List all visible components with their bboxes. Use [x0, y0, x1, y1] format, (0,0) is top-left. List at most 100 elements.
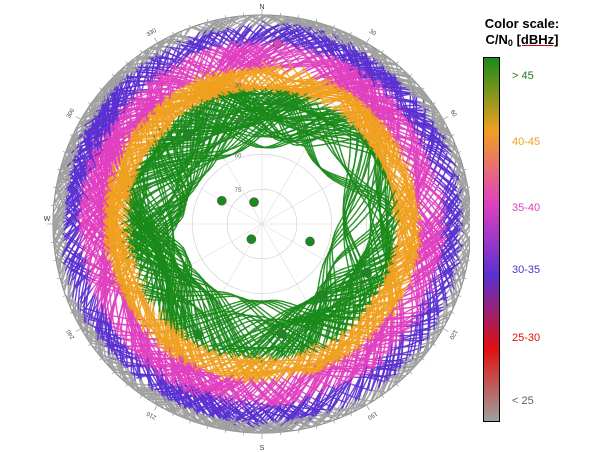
satellite-track-segment — [275, 299, 284, 303]
satellite-track-segment — [185, 314, 190, 322]
satellite-track-segment — [375, 174, 378, 187]
satellite-track-segment — [371, 245, 381, 255]
azimuth-tick — [189, 420, 191, 424]
satellite-track-segment — [321, 275, 324, 287]
satellite-track-segment — [385, 189, 388, 201]
satellite-track-segment — [320, 373, 330, 390]
satellite-track-segment — [233, 305, 243, 311]
satellite-track-segment — [239, 317, 248, 322]
satellite-track-segment — [258, 300, 267, 305]
satellite-track-segment — [318, 285, 323, 292]
satellite-track-segment — [234, 311, 245, 319]
satellite-track-segment — [103, 313, 125, 319]
satellite-track-segment — [328, 374, 343, 378]
satellite-track-segment — [408, 345, 425, 353]
satellite-track-segment — [273, 302, 283, 307]
satellite-track-segment — [322, 266, 325, 277]
satellite-track-segment — [400, 336, 423, 341]
satellite-track-segment — [315, 377, 324, 388]
satellite-track-segment — [247, 315, 255, 320]
satellite-track-segment — [254, 327, 265, 333]
satellite-track-segment — [435, 274, 446, 284]
satellite-track-segment — [325, 343, 340, 347]
satellite-track-segment — [374, 230, 383, 240]
azimuth-tick — [451, 312, 455, 314]
satellite-track-segment — [320, 264, 324, 273]
satellite-track-segment — [249, 335, 262, 343]
azimuth-tick — [125, 383, 128, 387]
satellite-track-segment — [264, 303, 273, 309]
azimuth-tick — [172, 413, 174, 417]
satellite-track-segment — [271, 307, 281, 314]
satellite-track-segment — [256, 327, 265, 336]
satellite-tracks — [52, 14, 470, 434]
satellite-track-segment — [389, 239, 394, 251]
satellite-track-segment — [271, 300, 280, 304]
azimuth-tick — [366, 37, 370, 44]
satellite-track-segment — [432, 167, 442, 185]
satellite-track-segment — [335, 268, 344, 273]
azimuth-tick — [88, 343, 91, 346]
satellite-track-segment — [305, 353, 320, 356]
satellite-track-segment — [442, 159, 452, 178]
satellite-track-segment — [451, 155, 466, 173]
azimuth-tick — [442, 116, 449, 120]
satellite-track-segment — [123, 317, 144, 321]
satellite-track-segment — [240, 313, 247, 319]
satellite-track-segment — [428, 283, 432, 300]
satellite-track-segment — [267, 300, 275, 305]
satellite-track-segment — [282, 300, 292, 305]
satellite-track-segment — [321, 362, 329, 378]
satellite-track-segment — [288, 338, 300, 347]
satellite-track-segment — [252, 299, 260, 303]
satellite-track-segment — [249, 314, 257, 318]
satellite-track-segment — [388, 185, 391, 198]
satellite-track-segment — [232, 319, 241, 325]
satellite-track-segment — [318, 271, 322, 281]
azimuth-tick — [463, 277, 467, 280]
azimuth-tick — [433, 343, 436, 346]
azimuth-tick — [140, 50, 143, 53]
satellite-track-segment — [331, 252, 334, 263]
satellite-track-segment — [297, 373, 307, 382]
satellite-track-segment — [238, 306, 248, 312]
satellite-track-segment — [276, 306, 286, 313]
satellite-track-segment — [242, 313, 250, 317]
azimuth-tick — [451, 134, 455, 136]
satellite-track-segment — [289, 375, 298, 393]
satellite-track-segment — [176, 254, 183, 261]
azimuth-tick — [467, 187, 470, 189]
satellite-track-segment — [180, 254, 184, 263]
satellite-track-segment — [380, 180, 383, 192]
azimuth-tick — [57, 277, 61, 280]
satellite-track-segment — [429, 212, 439, 225]
satellite-track-segment — [192, 336, 206, 344]
azimuth-tick — [350, 31, 352, 35]
satellite-track-segment — [380, 346, 386, 364]
azimuth-tick — [315, 425, 318, 429]
satellite-track-segment — [277, 301, 287, 306]
satellite-track-segment — [397, 341, 402, 360]
satellite-track-segment — [175, 250, 182, 258]
azimuth-tick — [442, 328, 449, 332]
azimuth-tick — [75, 116, 82, 120]
satellite-track-segment — [191, 319, 197, 327]
satellite-track-segment — [344, 393, 354, 409]
satellite-track-segment — [214, 367, 228, 372]
azimuth-tick — [396, 61, 399, 65]
satellite-track-segment — [246, 303, 255, 308]
satellite-track-segment — [188, 320, 193, 329]
satellite-track-segment — [241, 302, 250, 307]
azimuth-tick — [53, 259, 57, 262]
azimuth-tick — [57, 168, 61, 171]
satellite-track-segment — [138, 317, 145, 331]
satellite-track-segment — [339, 270, 349, 274]
satellite-track-segment — [424, 190, 436, 206]
azimuth-tick — [154, 404, 158, 411]
satellite-track-segment — [352, 379, 361, 395]
satellite-track-segment — [423, 183, 434, 199]
satellite-track-segment — [317, 284, 323, 290]
satellite-track-segment — [232, 300, 242, 305]
satellite-track-segment — [306, 375, 315, 385]
satellite-track-segment — [219, 291, 228, 294]
